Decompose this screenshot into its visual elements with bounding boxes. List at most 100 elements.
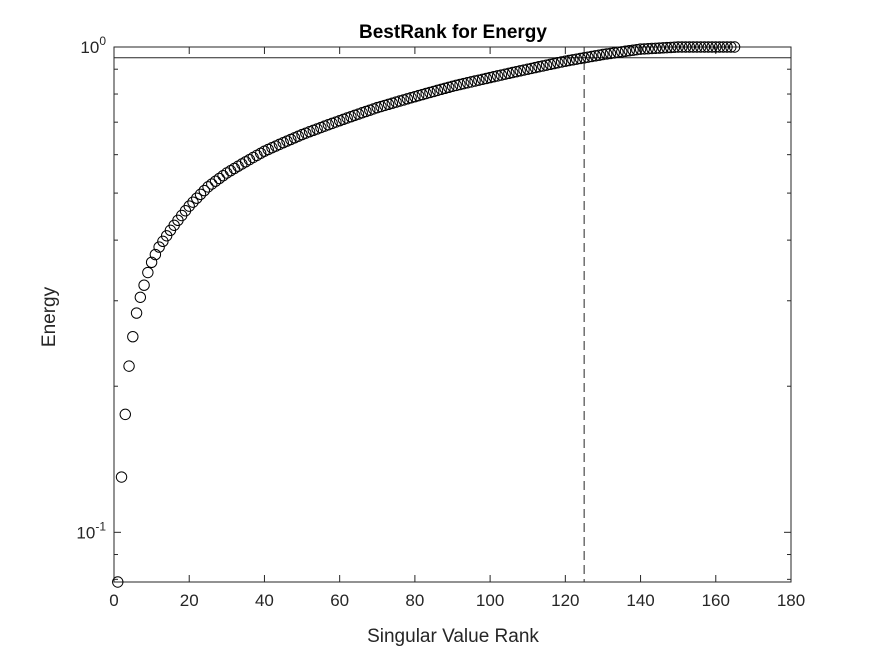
data-point [623, 45, 635, 57]
data-point [634, 43, 647, 55]
data-point [664, 41, 677, 54]
data-point [721, 41, 733, 53]
x-axis-label: Singular Value Rank [367, 626, 539, 647]
x-tick-label: 80 [405, 591, 424, 610]
data-point [552, 57, 564, 69]
data-point [691, 41, 703, 53]
data-point [567, 54, 579, 66]
data-point [194, 188, 207, 201]
data-point [616, 46, 628, 58]
data-point [461, 77, 474, 89]
data-point [717, 41, 729, 53]
data-point [522, 63, 534, 75]
data-point [698, 41, 711, 53]
y-tick-base: 10 [80, 38, 99, 57]
data-point [488, 71, 500, 83]
y-tick-label: 100 [80, 34, 106, 57]
data-point [683, 41, 696, 53]
data-point [657, 42, 669, 54]
data-point [582, 51, 594, 63]
data-point [725, 41, 737, 53]
x-tick-label: 120 [551, 591, 579, 610]
data-point [183, 200, 195, 212]
data-point [589, 50, 602, 62]
data-point [702, 41, 714, 53]
plot-area [112, 41, 792, 588]
axes-box [113, 46, 792, 583]
data-point [646, 42, 658, 55]
data-point [499, 68, 511, 80]
data-point [604, 47, 617, 60]
data-point [672, 41, 684, 53]
data-point [642, 42, 654, 55]
data-point [450, 79, 462, 92]
data-point [563, 54, 575, 67]
data-point [495, 69, 508, 81]
data-point [127, 330, 139, 343]
data-point [687, 41, 699, 53]
data-point [518, 64, 530, 76]
data-point [149, 248, 162, 261]
data-point [112, 576, 124, 588]
data-point [187, 196, 199, 208]
data-point [465, 76, 478, 88]
data-point [668, 41, 681, 53]
data-point [473, 74, 485, 86]
data-point [710, 41, 722, 53]
data-point [138, 279, 150, 291]
data-point [202, 181, 214, 193]
x-tick-label: 40 [255, 591, 274, 610]
data-point [157, 235, 169, 248]
data-point [142, 266, 154, 279]
data-point [503, 67, 515, 80]
y-tick-label: 10-1 [76, 519, 106, 542]
data-point [119, 408, 131, 421]
data-point [585, 50, 598, 63]
data-point [676, 41, 688, 53]
data-point [612, 46, 624, 59]
data-point [713, 41, 726, 53]
data-point [559, 55, 572, 67]
data-point [533, 61, 545, 73]
data-point [627, 44, 639, 56]
data-point [548, 57, 560, 70]
reference-lines [114, 47, 791, 582]
data-point [728, 41, 741, 53]
data-point [446, 80, 459, 92]
data-point [130, 307, 143, 319]
y-tick-exponent: -1 [95, 519, 106, 533]
data-point [454, 78, 466, 91]
data-points [112, 41, 741, 588]
data-point [469, 75, 481, 87]
data-point [555, 56, 568, 68]
x-tick-label: 180 [777, 591, 805, 610]
data-point [480, 72, 493, 85]
x-tick-label: 140 [626, 591, 654, 610]
data-point [514, 65, 526, 77]
data-point [484, 71, 496, 84]
x-tick-label: 100 [476, 591, 504, 610]
data-point [510, 65, 523, 78]
data-point [529, 61, 541, 74]
y-tick-base: 10 [76, 523, 95, 542]
data-point [525, 62, 538, 75]
data-point [706, 41, 718, 53]
y-axis-label: Energy [39, 286, 60, 347]
data-point [570, 53, 583, 65]
data-point [115, 471, 128, 483]
data-point [537, 60, 549, 72]
data-point [653, 42, 666, 54]
data-point [476, 73, 489, 85]
data-point [631, 43, 643, 56]
y-tick-exponent: 0 [99, 34, 106, 48]
x-tick-label: 20 [180, 591, 199, 610]
data-point [649, 42, 662, 54]
data-point [458, 77, 470, 90]
data-point [209, 175, 222, 187]
x-tick-label: 0 [109, 591, 118, 610]
data-point [540, 59, 553, 71]
data-point [638, 43, 651, 55]
data-point [695, 41, 707, 53]
data-point [134, 291, 147, 303]
